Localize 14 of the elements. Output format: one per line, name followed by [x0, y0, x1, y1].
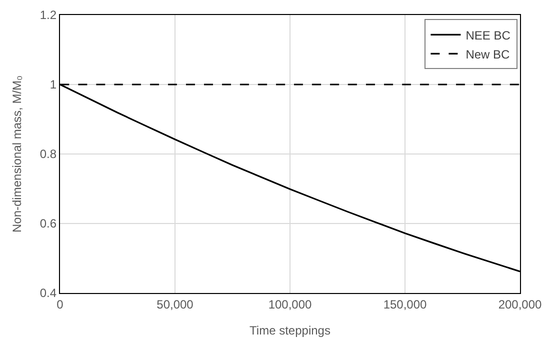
x-axis-title: Time steppings	[250, 323, 330, 338]
legend-label: New BC	[466, 47, 510, 62]
y-tick-label: 1	[50, 78, 57, 92]
x-tick-label: 200,000	[498, 298, 542, 312]
y-axis-title: Non-dimensional mass, M/M₀	[10, 75, 24, 233]
y-tick-label: 0.4	[40, 286, 57, 300]
y-tick-label: 1.2	[40, 8, 57, 22]
x-tick-label: 50,000	[156, 298, 194, 312]
legend-label: NEE BC	[466, 28, 511, 42]
x-tick-label: 150,000	[383, 298, 428, 312]
x-tick-label: 0	[56, 298, 64, 312]
y-tick-label: 0.6	[40, 216, 57, 231]
x-tick-label: 100,000	[268, 298, 312, 312]
y-tick-label: 0.8	[40, 147, 57, 162]
